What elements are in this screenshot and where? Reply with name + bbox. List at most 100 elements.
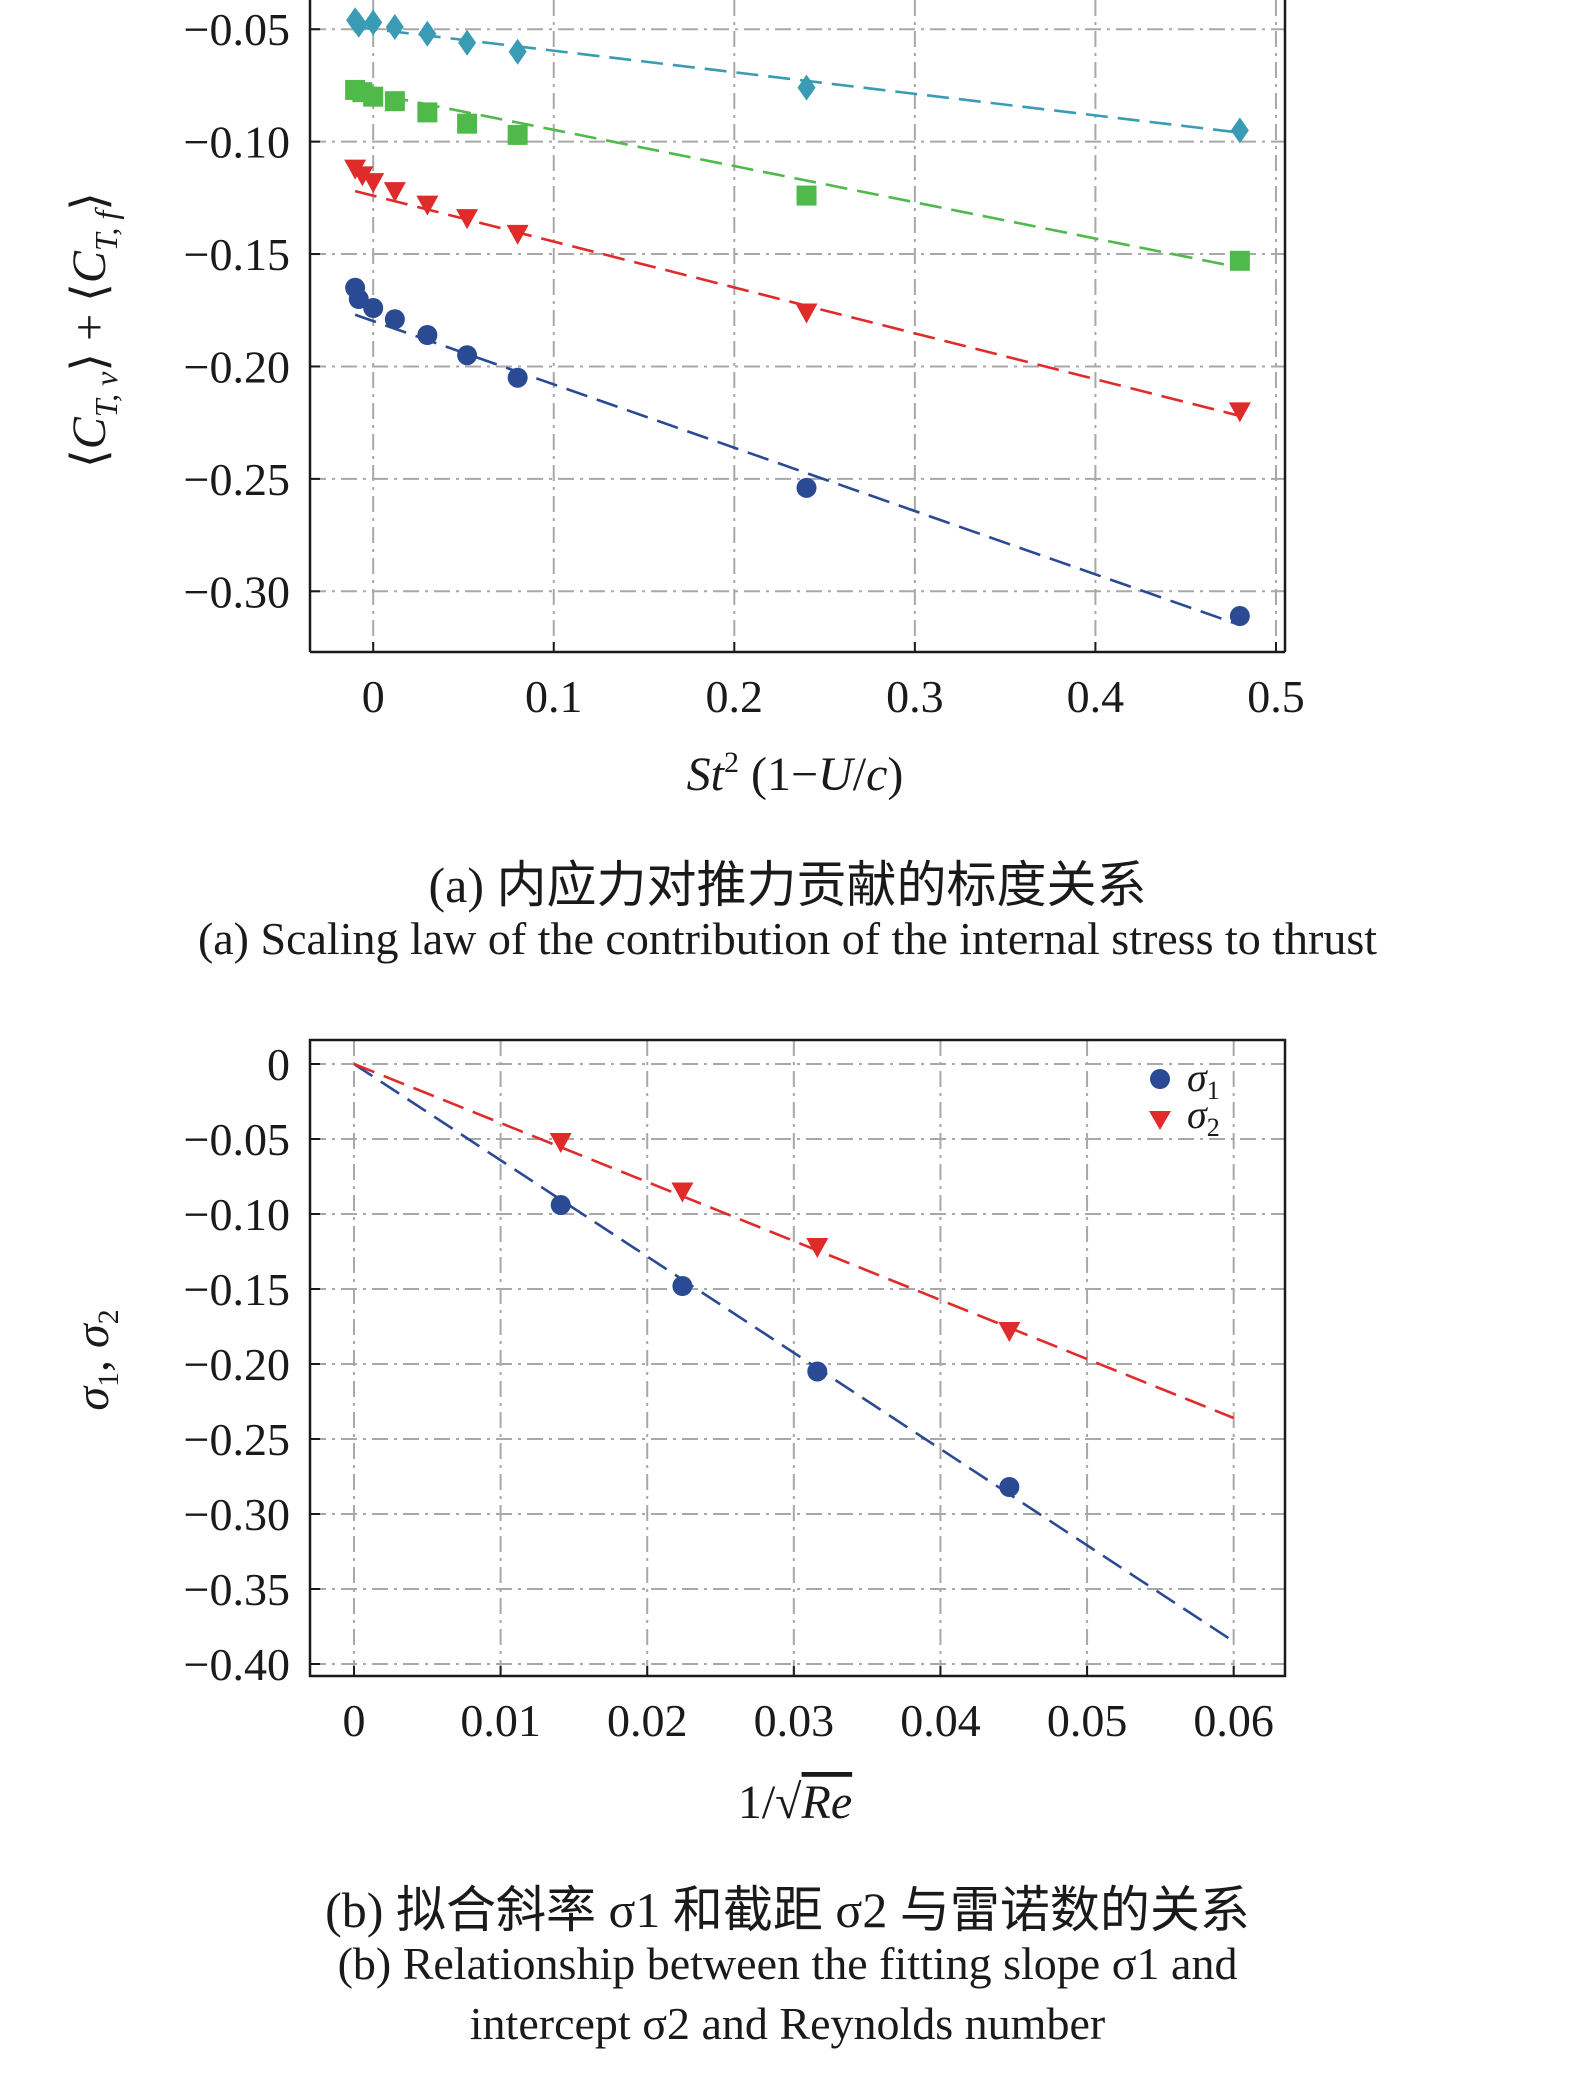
x-tick-label: 0.1 <box>525 671 583 722</box>
legend-marker-sigma1 <box>1150 1069 1170 1089</box>
data-point-series-2 <box>806 1238 829 1258</box>
data-point-series-3 <box>351 166 374 187</box>
fit-line-series-4 <box>354 313 1241 627</box>
caption-a-english: (a) Scaling law of the contribution of t… <box>197 913 1378 964</box>
data-point-series-4 <box>384 309 405 330</box>
chart-b-y-axis-label: σ1, σ2 <box>66 1309 125 1410</box>
data-point-series-1 <box>458 29 477 56</box>
x-tick-label: 0.05 <box>1047 1695 1128 1746</box>
chart-b-legend: σ1 σ2 <box>1149 1055 1220 1142</box>
caption-b-english-line2: intercept σ2 and Reynolds number <box>469 1998 1106 2049</box>
x-tick-label: 0.3 <box>886 671 944 722</box>
caption-a-chinese: (a) 内应力对推力贡献的标度关系 <box>428 857 1147 913</box>
data-point-series-2 <box>384 91 405 112</box>
data-point-series-1 <box>1230 117 1249 144</box>
y-tick-label: −0.05 <box>184 4 290 55</box>
chart-b-frame <box>308 1038 1287 1678</box>
data-point-series-1 <box>999 1477 1020 1497</box>
caption-b-english-line1: (b) Relationship between the fitting slo… <box>337 1938 1238 1989</box>
data-point-series-4 <box>1229 606 1250 627</box>
data-point-series-1 <box>550 1195 571 1215</box>
chart-a-points <box>344 7 1251 627</box>
chart-b-grid <box>310 1040 1285 1676</box>
data-point-series-3 <box>506 224 529 245</box>
y-tick-label: −0.40 <box>184 1639 290 1690</box>
y-tick-label: −0.15 <box>184 229 290 280</box>
data-point-series-3 <box>456 209 479 230</box>
y-tick-label: −0.10 <box>184 117 290 168</box>
x-tick-label: 0.5 <box>1247 671 1305 722</box>
caption-b-chinese: (b) 拟合斜率 σ1 和截距 σ2 与雷诺数的关系 <box>325 1882 1250 1938</box>
data-point-series-1 <box>385 13 404 40</box>
y-tick-label: −0.30 <box>184 566 290 617</box>
chart-b-x-axis-label: 1/√Re <box>738 1776 852 1829</box>
data-point-series-3 <box>795 303 818 324</box>
data-point-series-2 <box>1229 250 1250 271</box>
chart-a: 0 0.1 0.2 0.3 0.4 0.5 −0.05−0.10−0.15−0.20−0.… <box>63 0 1305 801</box>
chart-b-x-ticks: 0 0.01 0.02 0.03 0.04 0.05 0.06 <box>342 1666 1274 1746</box>
chart-a-grid <box>310 0 1285 652</box>
y-tick-label: −0.20 <box>184 341 290 392</box>
x-tick-label: 0 <box>342 1695 365 1746</box>
y-tick-label: −0.10 <box>184 1189 290 1240</box>
y-tick-label: −0.05 <box>184 1114 290 1165</box>
data-point-series-3 <box>416 195 439 216</box>
data-point-series-1 <box>364 9 383 36</box>
data-point-series-1 <box>349 11 368 38</box>
fit-line-series-1 <box>354 25 1241 134</box>
y-tick-label: −0.20 <box>184 1339 290 1390</box>
x-tick-label: 0.02 <box>607 1695 688 1746</box>
data-point-series-1 <box>797 74 816 101</box>
chart-b: 0 0.01 0.02 0.03 0.04 0.05 0.06 0 −0.05 −0.10 −0.… <box>66 1038 1287 1829</box>
legend-label-sigma2: σ2 <box>1187 1092 1220 1142</box>
data-point-series-1 <box>807 1361 828 1382</box>
y-tick-label: −0.30 <box>184 1489 290 1540</box>
x-tick-label: 0.01 <box>460 1695 541 1746</box>
data-point-series-2 <box>998 1322 1021 1342</box>
legend-marker-sigma2 <box>1149 1111 1171 1130</box>
data-point-series-3 <box>1228 402 1251 423</box>
data-point-series-2 <box>457 113 478 134</box>
fit-line-series-1 <box>353 1062 1235 1643</box>
data-point-series-2 <box>549 1133 572 1153</box>
y-tick-label: −0.35 <box>184 1564 290 1615</box>
x-tick-label: 0.06 <box>1193 1695 1274 1746</box>
x-tick-label: 0.03 <box>754 1695 835 1746</box>
chart-a-y-ticks: −0.05 −0.10 −0.15 −0.20 −0.25 −0.30 <box>184 4 320 617</box>
data-point-series-2 <box>671 1182 694 1203</box>
data-point-series-4 <box>796 477 817 498</box>
data-point-series-3 <box>383 182 406 203</box>
data-point-series-1 <box>672 1276 693 1296</box>
chart-b-y-ticks: 0 −0.05 −0.10 −0.15 −0.20 −0.25 −0.30 −0.35 −0.4… <box>184 1039 320 1690</box>
chart-b-axes <box>308 1038 1287 1678</box>
chart-a-fit-lines <box>354 25 1241 627</box>
y-tick-label: −0.25 <box>184 454 290 505</box>
y-tick-label: −0.15 <box>184 1264 290 1315</box>
data-point-series-2 <box>507 124 528 145</box>
x-tick-label: 0.2 <box>706 671 764 722</box>
data-point-series-2 <box>363 86 384 107</box>
chart-a-x-ticks: 0 0.1 0.2 0.3 0.4 0.5 <box>362 642 1305 722</box>
data-point-series-4 <box>417 324 438 345</box>
data-point-series-4 <box>457 345 478 366</box>
y-tick-label: 0 <box>267 1039 290 1090</box>
x-tick-label: 0 <box>362 671 385 722</box>
chart-a-y-axis-label: ⟨CT, v⟩ + ⟨CT, f⟩ <box>63 192 124 468</box>
data-point-series-4 <box>348 289 369 310</box>
x-tick-label: 0.04 <box>900 1695 981 1746</box>
x-tick-label: 0.4 <box>1067 671 1125 722</box>
data-point-series-4 <box>363 298 384 319</box>
chart-a-x-axis-label: St2 (1−U/c) <box>687 746 904 801</box>
data-point-series-3 <box>362 173 385 194</box>
data-point-series-4 <box>507 367 528 388</box>
data-point-series-1 <box>418 20 437 47</box>
chart-a-axes <box>308 0 1287 654</box>
data-point-series-1 <box>508 38 527 65</box>
data-point-series-2 <box>796 185 817 206</box>
chart-b-points <box>549 1133 1021 1497</box>
data-point-series-2 <box>417 102 438 123</box>
fit-line-series-2 <box>354 88 1241 269</box>
y-tick-label: −0.25 <box>184 1414 290 1465</box>
chart-b-fit-lines <box>353 1062 1235 1643</box>
